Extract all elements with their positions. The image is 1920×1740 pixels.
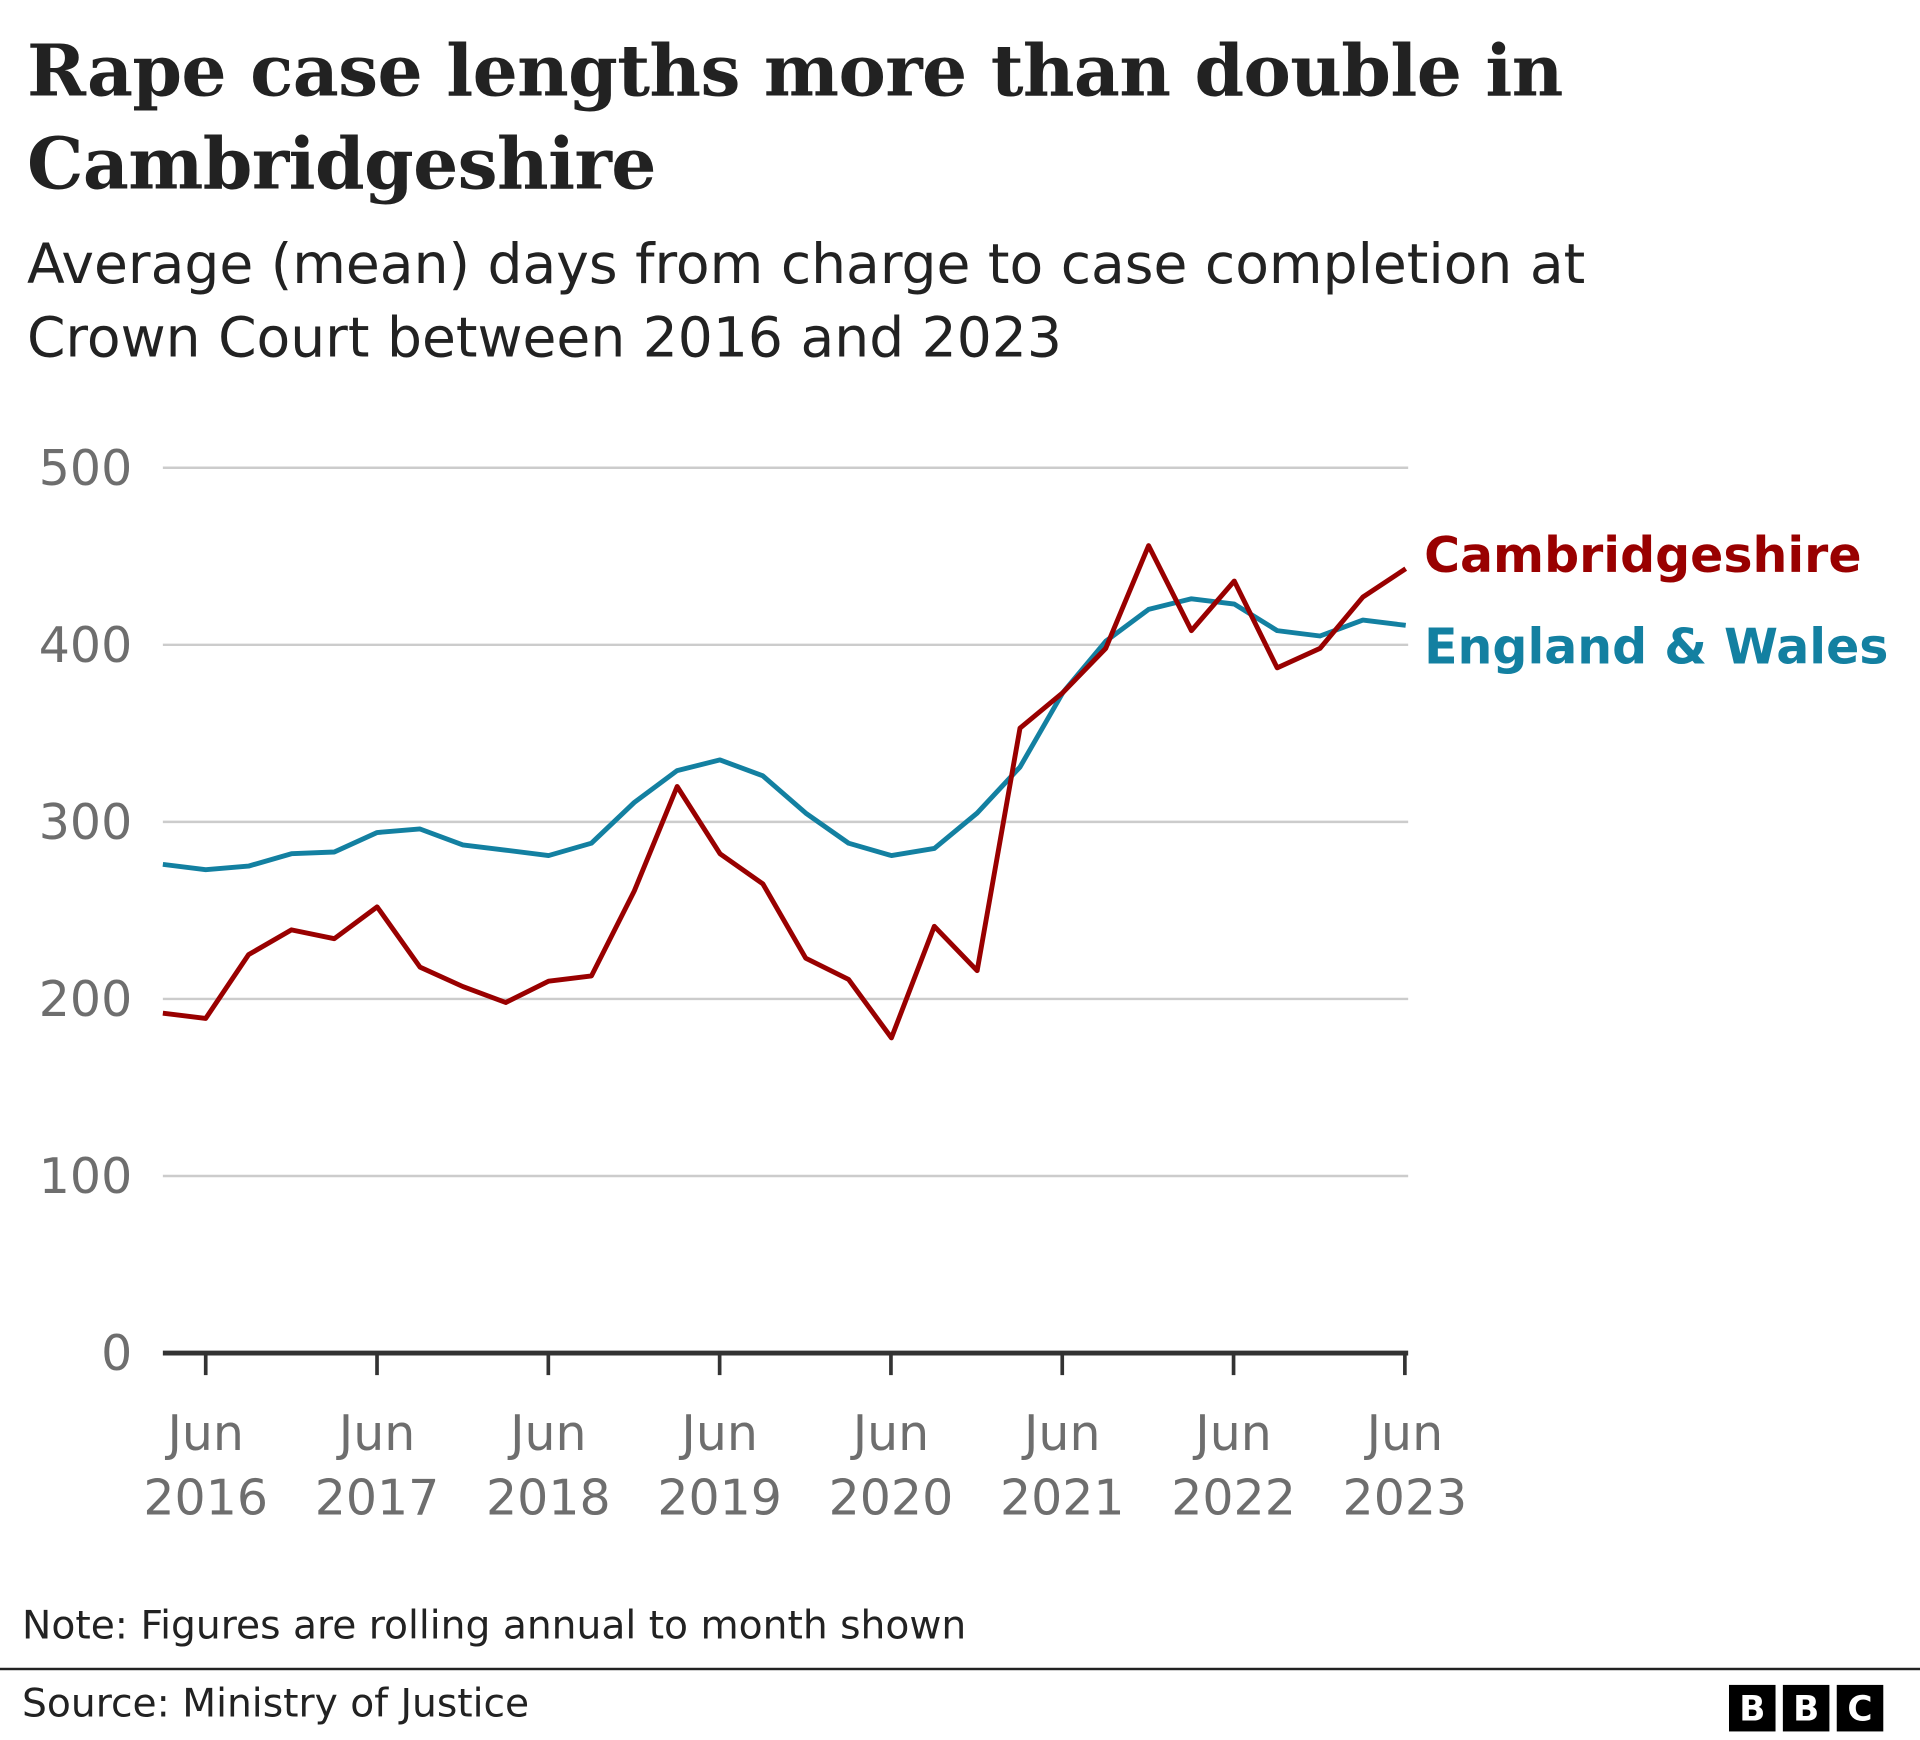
logo-letter: B — [1782, 1684, 1830, 1732]
y-tick-label: 500 — [39, 440, 132, 497]
x-tick-month: Jun — [164, 1405, 244, 1462]
x-tick-year: 2021 — [1000, 1470, 1125, 1527]
x-tick-month: Jun — [850, 1405, 930, 1462]
y-tick-label: 400 — [39, 617, 132, 674]
x-tick-year: 2022 — [1171, 1470, 1296, 1527]
chart-title: Rape case lengths more than double in Ca… — [26, 29, 1563, 206]
x-tick-month: Jun — [678, 1405, 758, 1462]
x-tick-year: 2020 — [829, 1470, 954, 1527]
x-tick-year: 2016 — [143, 1470, 268, 1527]
x-tick-year: 2019 — [657, 1470, 782, 1527]
x-tick-year: 2017 — [315, 1470, 440, 1527]
x-tick-year: 2023 — [1343, 1470, 1468, 1527]
x-tick-month: Jun — [1364, 1405, 1444, 1462]
x-tick-year: 2018 — [486, 1470, 611, 1527]
series-line-cambridgeshire — [162, 543, 1408, 1041]
y-tick-label: 0 — [101, 1325, 132, 1382]
line-chart: 0 100 200 300 400 500 Jun 2016 Jun 2017 Jun 2018 Jun… — [39, 440, 1889, 1527]
source-text: Source: Ministry of Justice — [22, 1680, 530, 1727]
x-tick-month: Jun — [1021, 1405, 1101, 1462]
footer-divider — [0, 1667, 1920, 1671]
logo-letter: C — [1836, 1684, 1884, 1732]
logo-letter: B — [1728, 1684, 1776, 1732]
y-tick-label: 100 — [39, 1148, 132, 1205]
x-tick-month: Jun — [1192, 1405, 1272, 1462]
chart-subtitle: Average (mean) days from charge to case … — [26, 231, 1586, 370]
y-tick-label: 200 — [39, 971, 132, 1028]
y-tick-label: 300 — [39, 794, 132, 851]
x-tick-month: Jun — [336, 1405, 416, 1462]
series-label: Cambridgeshire — [1424, 527, 1861, 584]
series-line-england-wales — [162, 596, 1407, 873]
chart-note: Note: Figures are rolling annual to mont… — [22, 1601, 967, 1649]
series-label: England & Wales — [1424, 619, 1888, 676]
x-tick-month: Jun — [507, 1405, 587, 1462]
bbc-logo: B B C — [1728, 1684, 1884, 1732]
